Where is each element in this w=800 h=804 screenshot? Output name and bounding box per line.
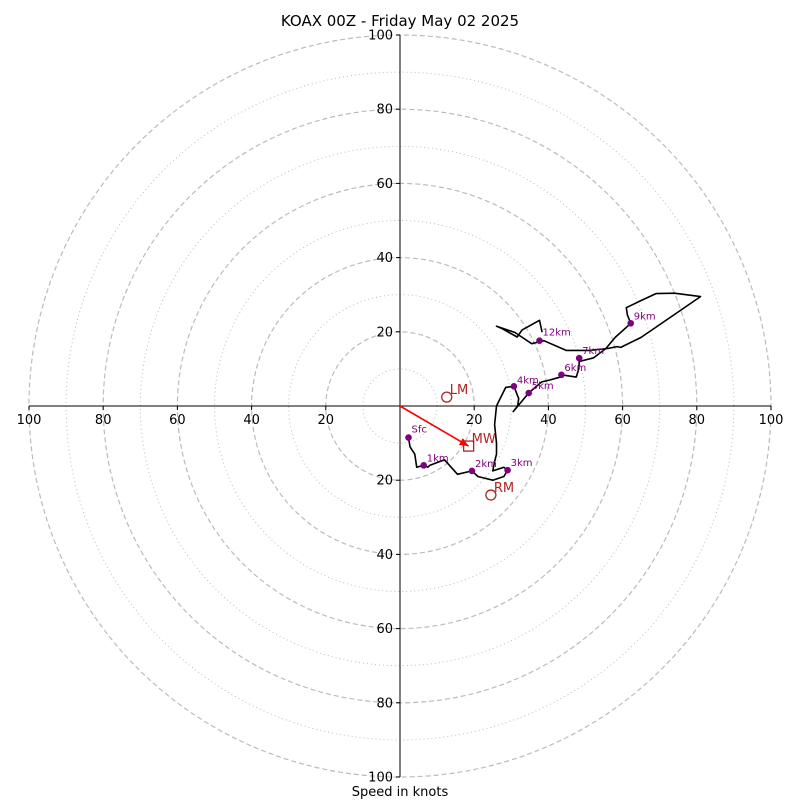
- hodograph-line: [407, 292, 702, 482]
- x-tick-label: 20: [466, 413, 483, 428]
- height-label-Sfc: Sfc: [412, 425, 427, 436]
- height-label-2km: 2km: [475, 459, 497, 470]
- y-tick-label: 40: [376, 251, 393, 266]
- left-mover-marker: [441, 391, 453, 403]
- height-marker-6km: [558, 371, 565, 379]
- height-marker-2km: [468, 467, 476, 475]
- height-label-3km: 3km: [511, 458, 533, 469]
- height-label-6km: 6km: [564, 363, 586, 374]
- height-label-4km: 4km: [517, 375, 539, 386]
- tick-labels: 100 80 60 40 20 20 40 60 80 100 100 80 60 40 20 20 40 60 8…: [17, 29, 784, 786]
- x-tick-label: 100: [17, 413, 42, 428]
- height-marker-5km: [525, 389, 533, 397]
- height-label-9km: 9km: [634, 311, 656, 322]
- y-tick-label: 20: [376, 325, 393, 340]
- height-marker-12km: [536, 337, 543, 345]
- y-tick-label: 80: [376, 103, 393, 118]
- storm-motion-markers: LM RM MW: [441, 383, 514, 501]
- y-tick-label: 80: [376, 696, 393, 711]
- chart-title: KOAX 00Z - Friday May 02 2025: [281, 12, 519, 30]
- y-tick-label: 60: [376, 177, 393, 192]
- height-marker-7km: [575, 354, 583, 362]
- mean-wind-vector: [399, 405, 470, 447]
- x-tick-label: 20: [318, 413, 335, 428]
- y-tick-label: 100: [368, 771, 393, 786]
- hodograph-trace-group: [407, 292, 702, 482]
- x-tick-label: 40: [540, 413, 557, 428]
- x-tick-label: 60: [169, 413, 186, 428]
- height-label-5km: 5km: [532, 381, 554, 392]
- height-label-12km: 12km: [542, 328, 570, 339]
- x-tick-label: 60: [614, 413, 631, 428]
- x-tick-label: 80: [95, 413, 112, 428]
- y-tick-label: 60: [376, 622, 393, 637]
- y-tick-label: 40: [376, 548, 393, 563]
- x-axis-label: Speed in knots: [352, 785, 449, 800]
- height-marker-9km: [627, 319, 635, 327]
- height-marker-4km: [510, 383, 518, 390]
- x-tick-label: 100: [759, 413, 784, 428]
- right-mover-marker: [485, 489, 497, 501]
- y-tick-label: 100: [368, 29, 393, 44]
- height-label-7km: 7km: [582, 346, 604, 357]
- mean-wind-marker: [462, 440, 475, 452]
- height-marker-1km: [420, 462, 428, 469]
- mean-wind-label: MW: [472, 432, 496, 447]
- y-tick-label: 20: [376, 474, 393, 489]
- height-marker-3km: [504, 466, 511, 474]
- left-mover-label: LM: [450, 383, 468, 398]
- height-label-1km: 1km: [427, 453, 449, 464]
- height-marker-Sfc: [405, 434, 412, 441]
- x-tick-label: 40: [243, 413, 260, 428]
- x-tick-label: 80: [689, 413, 706, 428]
- right-mover-label: RM: [494, 481, 514, 496]
